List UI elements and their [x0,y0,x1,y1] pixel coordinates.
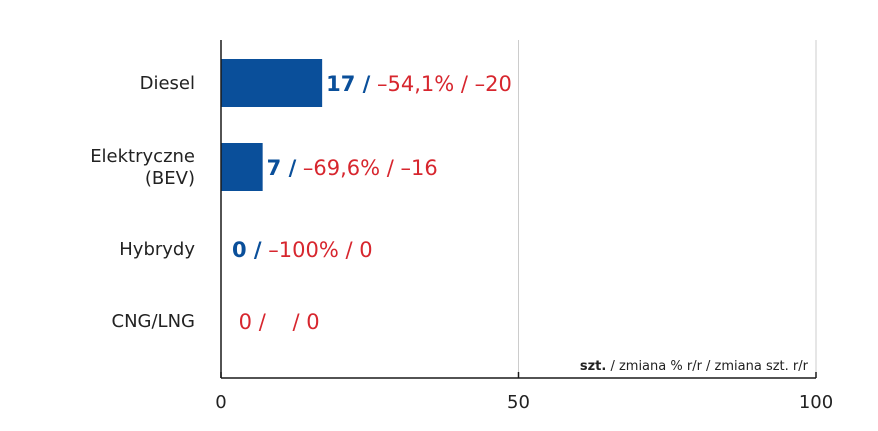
value-label-3: 0 / / 0 [232,310,320,334]
value-units: 0 / [232,238,262,262]
units-legend-note: szt. / zmiana % r/r / zmiana szt. r/r [580,359,809,374]
axes [220,40,817,379]
value-change: –69,6% / –16 [296,156,438,180]
value-labels: 17 / –54,1% / –20 7 / –69,6% / –16 0 / –10… [232,72,512,334]
value-label-0: 17 / –54,1% / –20 [326,72,512,96]
tick-labels: 0 50 100 [215,392,833,413]
units-legend-bold: szt. [580,359,606,374]
category-labels: Diesel Elektryczne (BEV) Hybrydy CNG/LNG [90,73,195,332]
category-label-2: Hybrydy [119,239,195,260]
bar-1 [221,143,263,191]
bars [221,59,323,191]
bar-0 [221,59,323,107]
x-tick-label-50: 50 [507,392,530,413]
x-tick-label-0: 0 [215,392,226,413]
gridlines [518,40,817,378]
value-units: 17 / [326,72,371,96]
category-label-line: (BEV) [145,168,195,189]
value-label-2: 0 / –100% / 0 [232,238,373,262]
category-label-line: CNG/LNG [112,311,196,332]
category-label-0: Diesel [140,73,195,94]
value-change: –100% / 0 [262,238,373,262]
category-label-3: CNG/LNG [112,311,196,332]
value-units: 7 / [267,156,297,180]
units-legend-rest: / zmiana % r/r / zmiana szt. r/r [606,359,808,374]
value-label-1: 7 / –69,6% / –16 [267,156,438,180]
category-label-line: Elektryczne [90,146,195,167]
category-label-line: Diesel [140,73,195,94]
category-label-1: Elektryczne (BEV) [90,146,195,189]
x-tick-label-100: 100 [799,392,833,413]
value-change: –54,1% / –20 [370,72,512,96]
category-label-line: Hybrydy [119,239,195,260]
value-change: 0 / / 0 [232,310,320,334]
